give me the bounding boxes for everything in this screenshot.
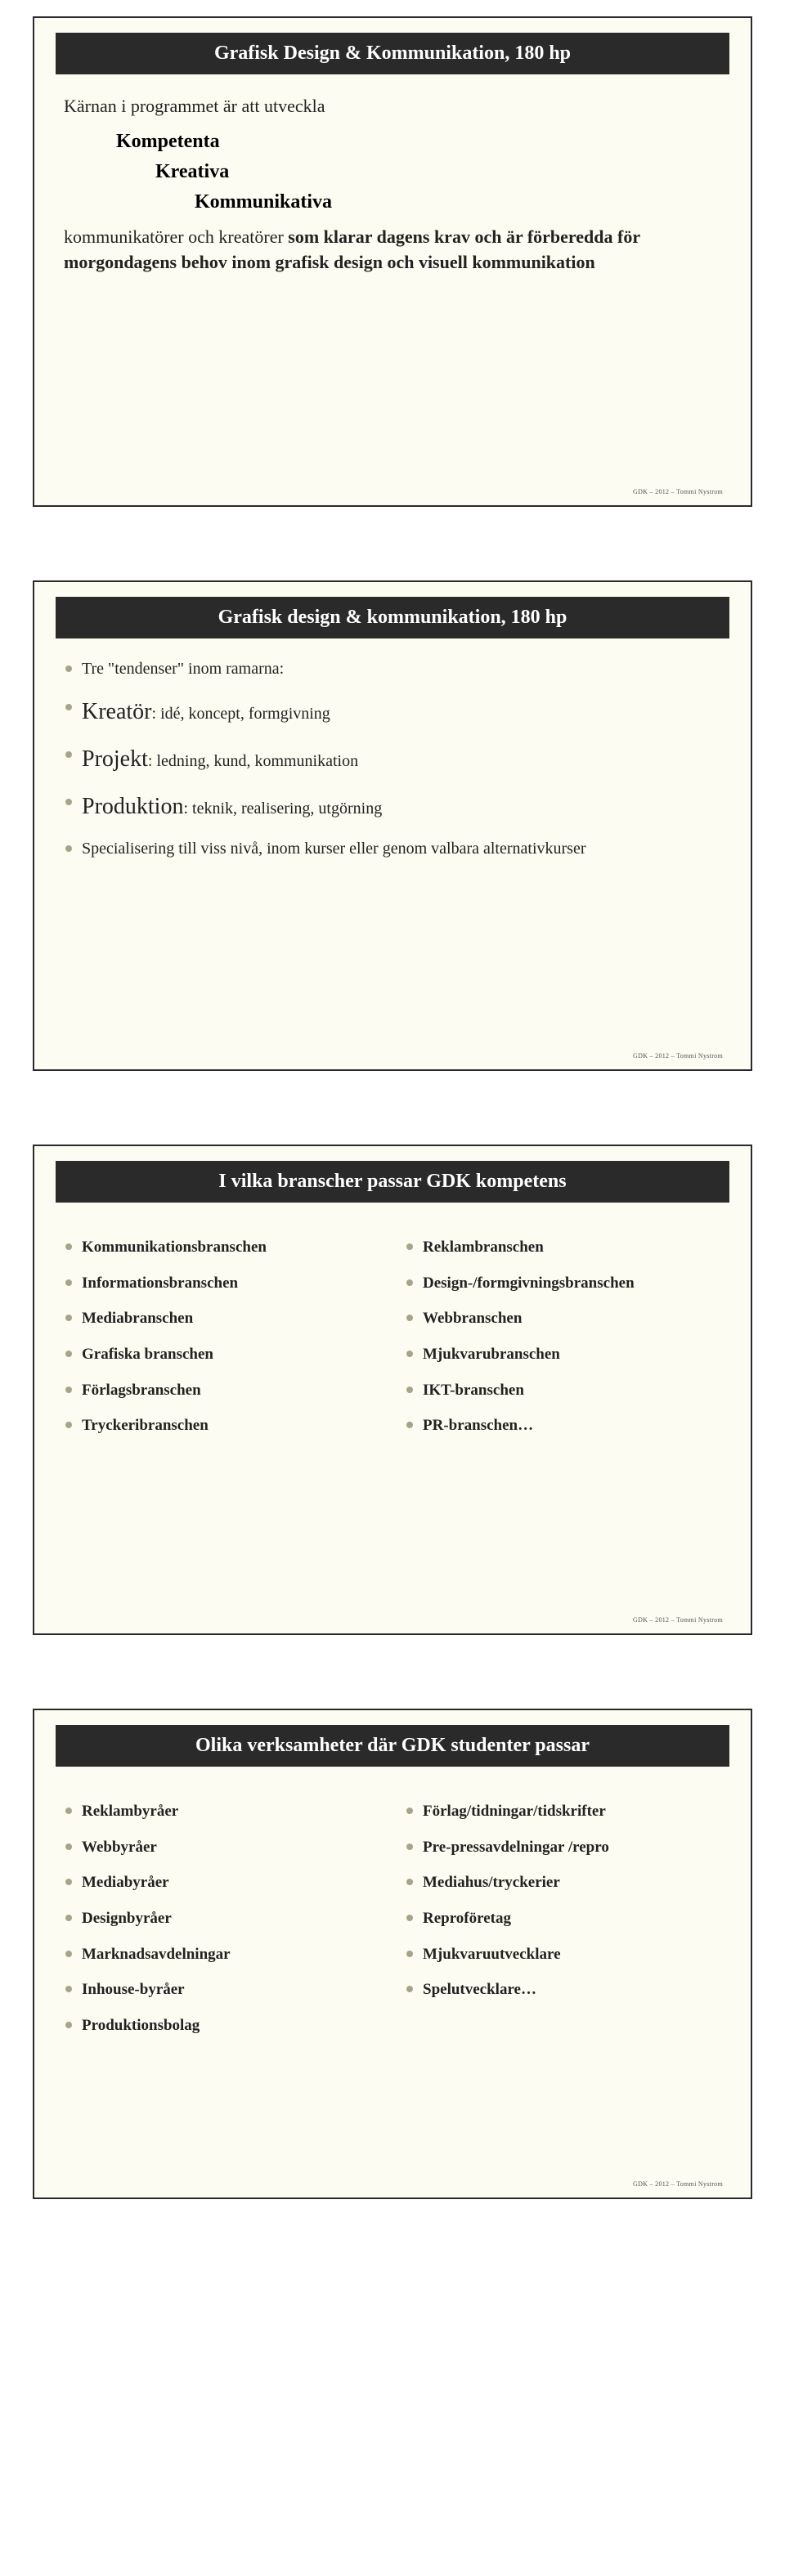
- list-item: Reklambyråer: [64, 1801, 380, 1822]
- list-item: Produktion: teknik, realisering, utgörni…: [64, 791, 721, 822]
- right-column: Reklambranschen Design-/formgivningsbran…: [405, 1222, 721, 1451]
- keyword-kommunikativa: Kommunikativa: [195, 191, 721, 213]
- bullet-list: Reklambranschen Design-/formgivningsbran…: [405, 1237, 721, 1436]
- intro-line: Kärnan i programmet är att utveckla: [64, 94, 721, 119]
- term-kreator: Kreatör: [82, 699, 152, 724]
- slide-title: Grafisk Design & Kommunikation, 180 hp: [56, 33, 729, 74]
- term-projekt: Projekt: [82, 746, 148, 772]
- slide-title: I vilka branscher passar GDK kompetens: [56, 1161, 729, 1203]
- list-item: Inhouse-byråer: [64, 1979, 380, 2000]
- list-item: Mediabranschen: [64, 1308, 380, 1329]
- list-item: Specialisering till viss nivå, inom kurs…: [64, 838, 721, 860]
- footer-note: GDK – 2012 – Tommi Nystrom: [633, 2180, 723, 2188]
- list-item: Produktionsbolag: [64, 2015, 380, 2036]
- two-column: Reklambyråer Webbyråer Mediabyråer Desig…: [64, 1786, 721, 2050]
- paragraph-2: kommunikatörer och kreatörer som klarar …: [64, 225, 721, 276]
- list-item: Mjukvarubranschen: [405, 1344, 721, 1365]
- list-item: Tryckeribranschen: [64, 1415, 380, 1436]
- footer-note: GDK – 2012 – Tommi Nystrom: [633, 488, 723, 495]
- list-item: Projekt: ledning, kund, kommunikation: [64, 744, 721, 775]
- list-item: Mediabyråer: [64, 1872, 380, 1893]
- bullet-list: Kommunikationsbranschen Informationsbran…: [64, 1237, 380, 1436]
- list-item: Marknadsavdelningar: [64, 1944, 380, 1965]
- footer-note: GDK – 2012 – Tommi Nystrom: [633, 1052, 723, 1060]
- two-column: Kommunikationsbranschen Informationsbran…: [64, 1222, 721, 1451]
- list-item: Reklambranschen: [405, 1237, 721, 1258]
- keyword-kreativa: Kreativa: [155, 161, 721, 183]
- list-item: Designbyråer: [64, 1908, 380, 1929]
- para2-lead: kommunikatörer och kreatörer: [64, 226, 288, 247]
- list-item: Kommunikationsbranschen: [64, 1237, 380, 1258]
- list-item: Tre "tendenser" inom ramarna:: [64, 658, 721, 680]
- list-item: Webbranschen: [405, 1308, 721, 1329]
- left-column: Kommunikationsbranschen Informationsbran…: [64, 1222, 380, 1451]
- list-item: Grafiska branschen: [64, 1344, 380, 1365]
- footer-note: GDK – 2012 – Tommi Nystrom: [633, 1616, 723, 1624]
- list-item: Mjukvaruutvecklare: [405, 1944, 721, 1965]
- bullet-list: Reklambyråer Webbyråer Mediabyråer Desig…: [64, 1801, 380, 2036]
- left-column: Reklambyråer Webbyråer Mediabyråer Desig…: [64, 1786, 380, 2050]
- list-item: Mediahus/tryckerier: [405, 1872, 721, 1893]
- slide-1: Grafisk Design & Kommunikation, 180 hp K…: [33, 16, 752, 507]
- bullet-list: Förlag/tidningar/tidskrifter Pre-pressav…: [405, 1801, 721, 2000]
- term-rest: : idé, koncept, formgivning: [152, 705, 330, 723]
- list-item: Design-/formgivningsbranschen: [405, 1273, 721, 1294]
- list-item: Kreatör: idé, koncept, formgivning: [64, 697, 721, 728]
- slide-4: Olika verksamheter där GDK studenter pas…: [33, 1709, 752, 2199]
- term-rest: : ledning, kund, kommunikation: [148, 752, 358, 770]
- list-item: Reproföretag: [405, 1908, 721, 1929]
- term-rest: : teknik, realisering, utgörning: [183, 800, 382, 818]
- slide-title: Olika verksamheter där GDK studenter pas…: [56, 1725, 729, 1767]
- right-column: Förlag/tidningar/tidskrifter Pre-pressav…: [405, 1786, 721, 2050]
- bullet-list: Tre "tendenser" inom ramarna: Kreatör: i…: [64, 658, 721, 860]
- list-item: Webbyråer: [64, 1837, 380, 1858]
- slide-3: I vilka branscher passar GDK kompetens K…: [33, 1145, 752, 1635]
- term-produktion: Produktion: [82, 794, 183, 819]
- keyword-kompetenta: Kompetenta: [116, 131, 721, 153]
- list-item: Informationsbranschen: [64, 1273, 380, 1294]
- slide-title: Grafisk design & kommunikation, 180 hp: [56, 597, 729, 638]
- list-item: PR-branschen…: [405, 1415, 721, 1436]
- list-item: Förlag/tidningar/tidskrifter: [405, 1801, 721, 1822]
- list-item: Pre-pressavdelningar /repro: [405, 1837, 721, 1858]
- list-item: Förlagsbranschen: [64, 1380, 380, 1401]
- slide-2: Grafisk design & kommunikation, 180 hp T…: [33, 580, 752, 1071]
- list-item: IKT-branschen: [405, 1380, 721, 1401]
- list-item: Spelutvecklare…: [405, 1979, 721, 2000]
